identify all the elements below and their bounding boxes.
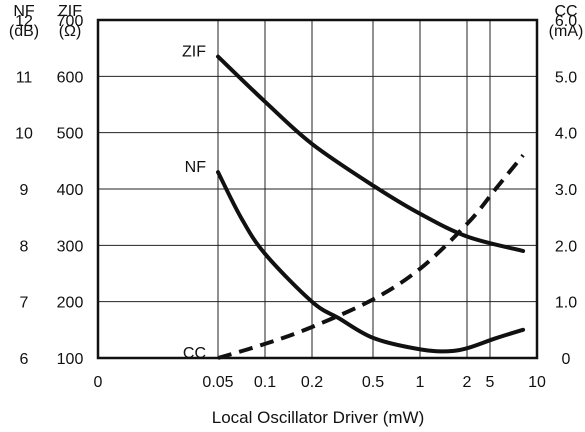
cc-axis-unit: (mA) [549, 23, 584, 40]
nf-axis-name: NF [13, 3, 35, 20]
cc-tick-label: 5.0 [555, 69, 577, 86]
cc-axis-name: CC [554, 3, 577, 20]
zif-tick-label: 700 [57, 13, 84, 30]
x-tick-label: 10 [528, 374, 546, 391]
zif-axis-unit: (Ω) [59, 23, 82, 40]
zif-curve [216, 54, 526, 253]
plot-frame [96, 18, 539, 360]
nf-tick-label: 10 [15, 126, 33, 143]
x-tick-label: 0.1 [254, 374, 276, 391]
axis-labels: NF (dB) ZIF (Ω) CC (mA) Local Oscillator… [9, 3, 583, 427]
tick-labels: 12111098767006005004003002001006.05.04.0… [15, 13, 577, 391]
cc-tick-label: 0 [562, 351, 571, 368]
nf-tick-label: 11 [16, 69, 33, 86]
nf-tick-label: 7 [20, 295, 29, 312]
nf-axis-unit: (dB) [9, 23, 39, 40]
nf-tick-label: 9 [20, 182, 29, 199]
zif-axis-name: ZIF [58, 3, 82, 20]
zif-tick-label: 100 [57, 351, 84, 368]
cc-tick-label: 6.0 [555, 13, 577, 30]
cc-tick-label: 3.0 [555, 182, 577, 199]
nf-tick-label: 6 [20, 351, 29, 368]
cc-curve [217, 153, 525, 360]
x-tick-label: 0.2 [301, 374, 323, 391]
x-tick-label: 0.05 [202, 374, 233, 391]
cc-tick-label: 1.0 [555, 295, 577, 312]
zif-tick-label: 400 [57, 182, 84, 199]
series-labels: ZIF NF CC [182, 44, 206, 362]
cc-tick-label: 4.0 [555, 126, 577, 143]
nf-tick-label: 8 [20, 238, 29, 255]
zif-series-label: ZIF [182, 44, 206, 61]
zif-tick-label: 300 [57, 238, 84, 255]
nf-curve [216, 170, 526, 354]
nf-series-label: NF [185, 159, 207, 176]
cc-series-label: CC [183, 345, 206, 362]
nf-tick-label: 12 [15, 13, 33, 30]
curves [216, 54, 526, 360]
grid [98, 20, 537, 358]
x-tick-label: 0 [94, 374, 103, 391]
x-tick-label: 1 [416, 374, 425, 391]
x-tick-label: 0.5 [362, 374, 384, 391]
zif-tick-label: 500 [57, 126, 84, 143]
x-tick-label: 5 [486, 374, 495, 391]
x-axis-title: Local Oscillator Driver (mW) [212, 408, 425, 427]
x-tick-label: 2 [463, 374, 472, 391]
zif-tick-label: 600 [57, 69, 84, 86]
zif-tick-label: 200 [57, 295, 84, 312]
cc-tick-label: 2.0 [555, 238, 577, 255]
